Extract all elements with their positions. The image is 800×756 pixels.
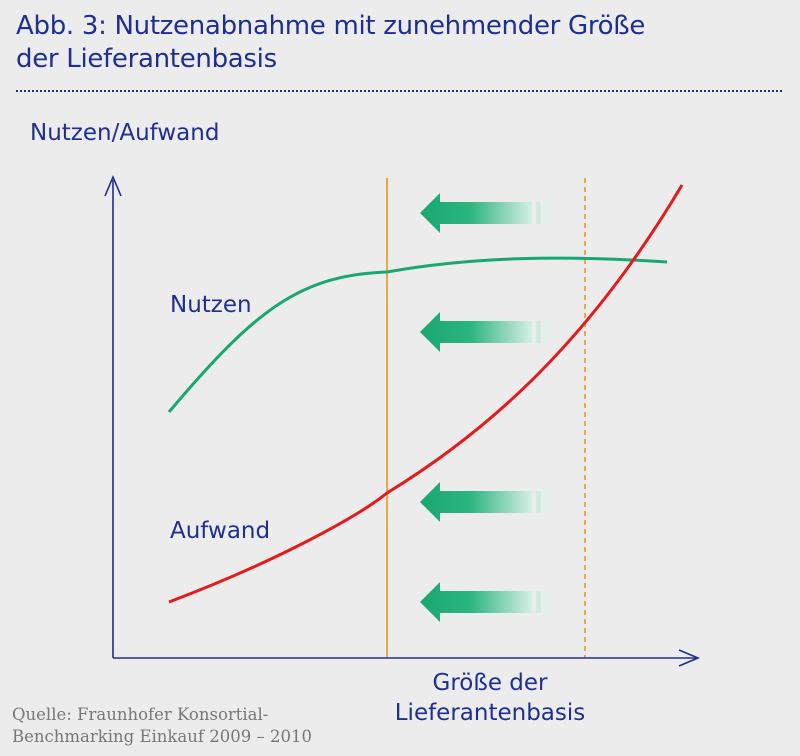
figure-title: Abb. 3: Nutzenabnahme mit zunehmender Gr… xyxy=(16,10,786,76)
figure-title-line-1: Abb. 3: Nutzenabnahme mit zunehmender Gr… xyxy=(16,11,646,41)
nutzen-label: Nutzen xyxy=(170,292,252,318)
x-axis-label-line-1: Größe der xyxy=(432,670,548,696)
aufwand-curve xyxy=(168,184,684,604)
figure-title-line-2: der Lieferantenbasis xyxy=(16,44,277,74)
x-axis-arrowhead-icon xyxy=(678,649,701,667)
source-line-2: Benchmarking Einkauf 2009 – 2010 xyxy=(12,727,312,746)
source-note: Quelle: Fraunhofer Konsortial- Benchmark… xyxy=(12,704,312,748)
left-arrow-icon xyxy=(420,312,549,352)
aufwand-label: Aufwand xyxy=(170,518,271,544)
y-axis-label: Nutzen/Aufwand xyxy=(30,120,220,146)
left-arrow-icon xyxy=(420,482,549,522)
title-divider xyxy=(16,90,782,92)
left-arrow-icon xyxy=(420,582,549,622)
nutzen-curve xyxy=(167,256,668,413)
source-line-1: Quelle: Fraunhofer Konsortial- xyxy=(12,705,269,724)
x-axis-label-line-2: Lieferantenbasis xyxy=(394,700,586,726)
x-axis-label: Größe der Lieferantenbasis xyxy=(370,668,610,728)
left-arrow-icon xyxy=(420,193,549,233)
axes xyxy=(104,174,701,667)
y-axis-arrowhead-icon xyxy=(104,174,122,197)
